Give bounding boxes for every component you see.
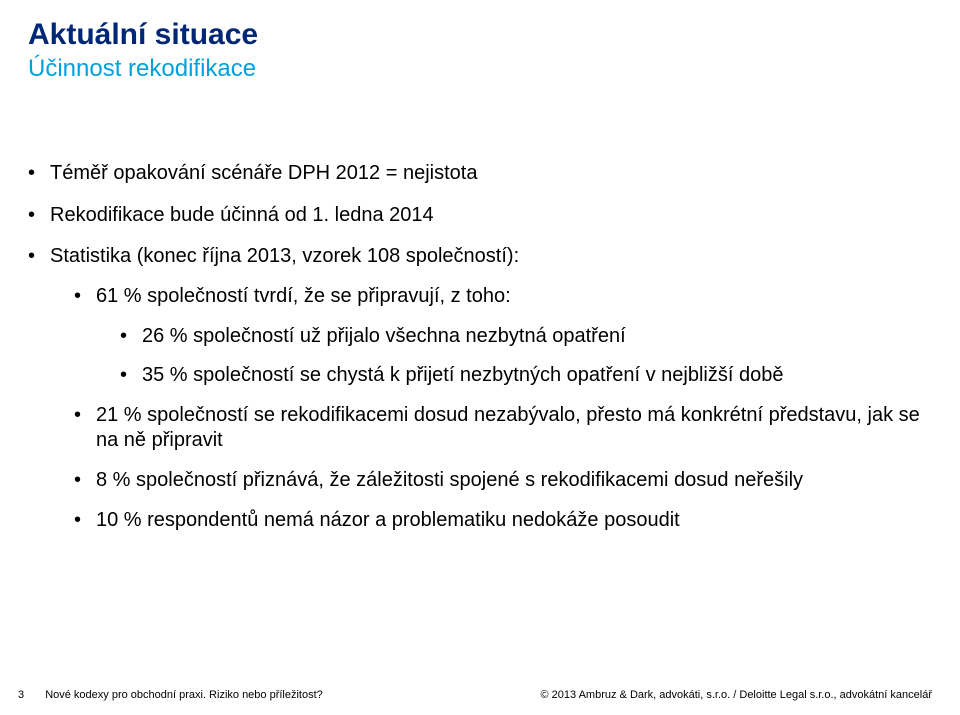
bullet-text: 26 % společností už přijalo všechna nezb…	[142, 325, 626, 347]
bullet-text: Statistika (konec října 2013, vzorek 108…	[50, 245, 519, 267]
bullet-item: 61 % společností tvrdí, že se připravují…	[74, 284, 932, 389]
slide: Aktuální situace Účinnost rekodifikace T…	[0, 0, 960, 715]
bullet-item: 35 % společností se chystá k přijetí nez…	[120, 363, 932, 389]
bullet-item: Téměř opakování scénáře DPH 2012 = nejis…	[28, 161, 932, 187]
footer-right: © 2013 Ambruz & Dark, advokáti, s.r.o. /…	[541, 689, 932, 701]
slide-title: Aktuální situace	[28, 18, 932, 53]
bullet-text: Rekodifikace bude účinná od 1. ledna 201…	[50, 204, 434, 226]
page-number: 3	[18, 689, 24, 701]
bullet-text: 21 % společností se rekodifikacemi dosud…	[96, 404, 920, 452]
footer-left: 3 Nové kodexy pro obchodní praxi. Riziko…	[18, 689, 323, 701]
slide-content: Téměř opakování scénáře DPH 2012 = nejis…	[28, 161, 932, 533]
bullet-item: Statistika (konec října 2013, vzorek 108…	[28, 244, 932, 533]
slide-subtitle: Účinnost rekodifikace	[28, 55, 932, 84]
bullet-list-level-3: 26 % společností už přijalo všechna nezb…	[96, 324, 932, 389]
bullet-list-level-2: 61 % společností tvrdí, že se připravují…	[50, 284, 932, 533]
bullet-item: 8 % společností přiznává, že záležitosti…	[74, 468, 932, 494]
bullet-item: 10 % respondentů nemá názor a problemati…	[74, 508, 932, 534]
bullet-item: 26 % společností už přijalo všechna nezb…	[120, 324, 932, 350]
bullet-list-level-1: Téměř opakování scénáře DPH 2012 = nejis…	[28, 161, 932, 533]
bullet-text: Téměř opakování scénáře DPH 2012 = nejis…	[50, 162, 477, 184]
bullet-text: 8 % společností přiznává, že záležitosti…	[96, 469, 803, 491]
footer-left-text: Nové kodexy pro obchodní praxi. Riziko n…	[45, 689, 323, 701]
bullet-text: 61 % společností tvrdí, že se připravují…	[96, 285, 511, 307]
bullet-text: 10 % respondentů nemá názor a problemati…	[96, 509, 680, 531]
bullet-item: 21 % společností se rekodifikacemi dosud…	[74, 403, 932, 454]
bullet-item: Rekodifikace bude účinná od 1. ledna 201…	[28, 203, 932, 229]
bullet-text: 35 % společností se chystá k přijetí nez…	[142, 364, 783, 386]
